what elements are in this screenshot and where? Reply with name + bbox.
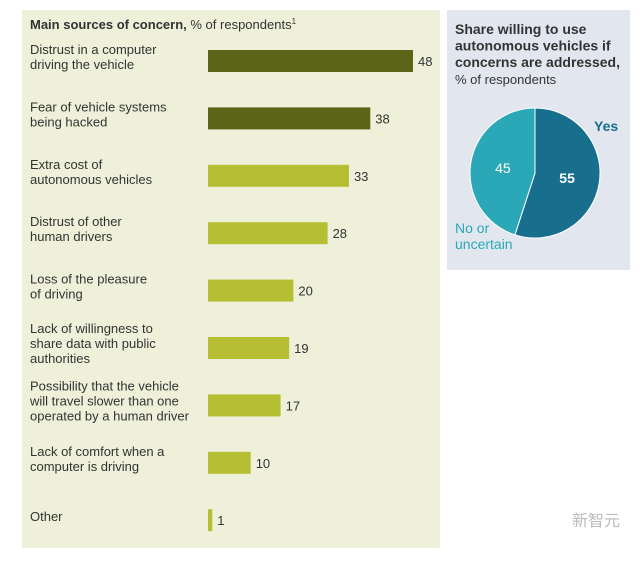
value-label: 33 [354,169,368,184]
category-label: Lack of willingness to share data with pu… [30,321,156,366]
bar [208,222,328,245]
category-label: Lack of comfort when a computer is drivin… [30,444,165,474]
title-note: 1 [292,17,297,26]
value-label: 1 [217,513,224,528]
pie-title: Share willing to use autonomous vehicles … [455,21,620,70]
category-label: Extra cost of autonomous vehicles [30,157,153,187]
pie-subtitle: % of respondents [455,72,557,87]
bar [208,279,294,302]
category-label: Distrust of other human drivers [30,214,122,244]
subtitle: % of respondents [190,17,292,32]
value-label: 19 [294,341,308,356]
slice-value: 55 [559,170,575,186]
value-label: 17 [286,398,300,413]
value-label: 28 [333,226,347,241]
value-label: 48 [418,54,432,69]
category-label: Distrust in a computer driving the vehicl… [30,42,157,72]
category-label: Possibility that the vehicle will travel … [29,378,190,423]
category-label: Fear of vehicle systems being hacked [30,99,167,129]
slice-name: No or uncertain [455,220,513,252]
category-label: Other [30,509,63,524]
bar [208,509,213,532]
bar [208,451,251,474]
bar [208,164,349,187]
slice-name: Yes [594,118,618,134]
value-label: 20 [298,284,312,299]
bar [208,107,371,130]
pie-slice [514,107,601,239]
title-bold: Main sources of concern, [30,17,187,32]
value-label: 38 [375,111,389,126]
value-label: 10 [256,456,270,471]
watermark: 新智元 [572,512,620,530]
category-label: Loss of the pleasure of driving [30,272,147,302]
bar [208,337,290,359]
pie-slice [469,107,536,236]
bar [208,394,281,417]
slice-value: 45 [495,160,511,176]
bar-title: Main sources of concern, % of respondent… [30,17,297,32]
bar [208,50,413,72]
